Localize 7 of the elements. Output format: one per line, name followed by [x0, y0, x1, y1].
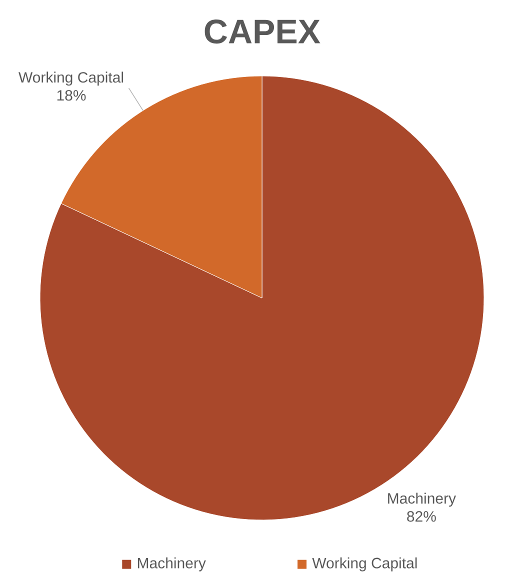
chart-title: CAPEX [204, 20, 320, 44]
data-label: 18% [57, 90, 86, 101]
legend-label: Machinery [138, 557, 206, 572]
data-label: 82% [407, 511, 436, 522]
legend-label: Working Capital [312, 557, 417, 572]
slice-label: Machinery [388, 492, 456, 507]
slice-label: Working Capital [18, 72, 124, 86]
